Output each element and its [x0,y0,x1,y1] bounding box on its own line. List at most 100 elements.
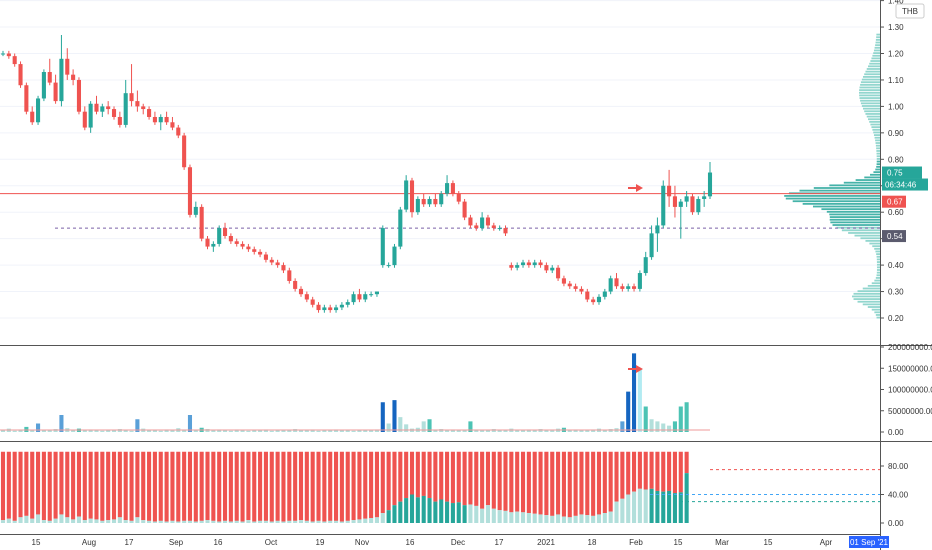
oscillator-bull-bar [205,520,210,523]
volume-bar [135,419,140,432]
oscillator-bull-bar [246,520,251,523]
volume-bar [182,429,187,432]
candle-body [164,116,169,123]
oscillator-bear-bar [462,451,467,506]
profile-bar [862,76,880,78]
oscillator-bull-bar [53,518,58,523]
oscillator-bear-bar [544,451,549,516]
candle-body [503,228,508,234]
profile-bar [864,110,880,113]
candle-body [474,225,479,229]
oscillator-bull-bar [36,514,41,523]
profile-bar [852,295,880,298]
profile-bar [860,237,880,240]
volume-bar [468,421,473,432]
oscillator-bull-bar [328,520,333,523]
volume-bar [544,430,549,432]
candle-body [339,304,344,308]
volume-bar [497,429,502,432]
volume-bar [53,429,58,432]
oscillator-bear-bar [497,451,502,511]
candle-body [176,127,181,136]
oscillator-bear-bar [415,451,420,498]
oscillator-bull-bar [643,489,648,523]
oscillator-bear-bar [567,451,572,518]
oscillator-bear-bar [65,451,70,518]
oscillator-bull-bar [111,519,117,523]
x-tick-label: Oct [265,538,278,547]
oscillator-bull-bar [94,519,99,523]
profile-bar [875,144,880,147]
oscillator-bear-bar [164,451,169,522]
oscillator-y-tick-label: 80.00 [888,462,909,471]
oscillator-bear-bar [246,451,251,521]
oscillator-bear-bar [655,451,660,491]
profile-bar [876,33,880,36]
oscillator-bull-bar [526,513,531,523]
oscillator-bull-bar [351,520,356,523]
volume-bar [269,430,274,432]
oscillator-bull-bar [421,495,426,523]
y-tick-label: 0.90 [888,129,904,138]
price-grid [0,0,880,319]
oscillator-bear-bar [380,451,385,514]
volume-bar [363,429,368,432]
volume-bar [287,430,292,432]
volume-panel [0,353,710,432]
volume-arrow-head [636,365,643,373]
profile-bar [862,303,880,306]
profile-bar [784,195,880,197]
oscillator-bear-bar [6,451,11,519]
profile-bar [876,155,880,158]
oscillator-bull-bar [620,498,625,523]
candle-body [544,265,549,271]
volume-bar [100,430,105,432]
candle-body [409,180,415,213]
candle-body [497,228,502,230]
profile-bar [876,271,880,274]
candle-body [187,167,193,215]
candle-body [456,193,461,202]
profile-bar [870,60,880,62]
oscillator-bear-bar [234,451,239,521]
oscillator-bear-bar [491,451,496,509]
oscillator-bull-bar [304,520,309,523]
oscillator-bull-bar [649,488,654,523]
volume-bar [684,402,689,432]
candle-body [702,196,707,199]
candle-body [322,307,327,311]
date-badge: 01 Sep '21 [850,538,889,547]
candle-body [211,243,216,247]
x-tick-label: Mar [715,538,729,547]
oscillator-bear-bar [474,451,479,506]
profile-bar [829,213,880,216]
oscillator-bull-bar [147,520,152,523]
candle-body [690,196,695,213]
oscillator-bear-bar [427,451,432,499]
oscillator-bear-bar [608,451,613,512]
oscillator-bull-bar [76,516,82,523]
volume-bar [123,430,128,432]
oscillator-bull-bar [334,520,339,523]
oscillator-bear-bar [526,451,531,514]
volume-bar [18,429,23,432]
candle-body [509,265,514,268]
profile-bar [872,245,880,248]
candle-body [345,302,350,305]
volume-bar [304,430,309,432]
profile-bar [874,247,880,250]
oscillator-bear-bar [643,451,648,490]
x-tick-label: 16 [214,538,223,547]
volume-bar [281,429,286,432]
oscillator-bear-bar [392,451,397,506]
profile-bar [857,300,880,303]
oscillator-bear-bar [480,451,485,509]
oscillator-bear-bar [631,451,637,492]
y-tick-label: 0.60 [888,208,904,217]
oscillator-bear-bar [182,451,187,521]
oscillator-bull-bar [234,520,239,523]
profile-bar [841,229,880,232]
profile-bar [859,86,880,89]
x-tick-label: Sep [169,538,184,547]
